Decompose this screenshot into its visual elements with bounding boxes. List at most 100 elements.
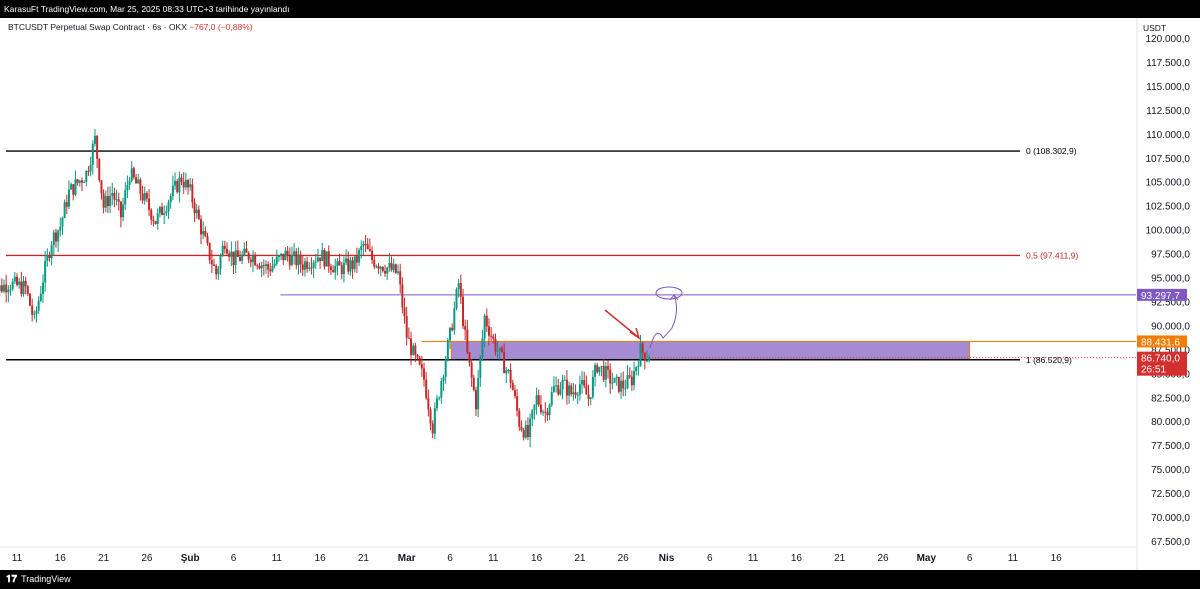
x-tick-label: 6 bbox=[231, 553, 237, 564]
candle-body bbox=[208, 243, 211, 261]
candle-body bbox=[89, 164, 92, 172]
candle-body bbox=[334, 266, 337, 273]
candle-body bbox=[290, 254, 293, 266]
x-tick-label: Nis bbox=[659, 553, 675, 564]
candle-body bbox=[24, 280, 27, 287]
candle-body bbox=[11, 281, 14, 290]
candle-body bbox=[466, 329, 469, 353]
candle-body bbox=[275, 256, 278, 264]
candle-body bbox=[492, 336, 495, 339]
resistance-badge-text: 93.297,7 bbox=[1141, 291, 1180, 302]
candle-body bbox=[596, 365, 599, 373]
candle-body bbox=[531, 410, 534, 419]
candle-body bbox=[643, 352, 646, 361]
candle-body bbox=[7, 289, 10, 293]
candle-body bbox=[161, 206, 164, 216]
candle-body bbox=[474, 389, 477, 410]
candle-body bbox=[581, 380, 584, 385]
x-tick-label: 21 bbox=[98, 553, 110, 564]
candle-body bbox=[477, 377, 480, 410]
candle-body bbox=[135, 177, 138, 184]
candle-body bbox=[589, 397, 592, 399]
candle-body bbox=[388, 263, 391, 268]
candle-body bbox=[9, 289, 12, 291]
candle-body bbox=[524, 425, 527, 438]
candle-body bbox=[355, 256, 358, 263]
candle-body bbox=[544, 411, 547, 413]
candle-body bbox=[119, 201, 122, 218]
candle-body bbox=[526, 425, 529, 438]
candle-body bbox=[336, 261, 339, 267]
candle-body bbox=[247, 252, 250, 260]
candle-body bbox=[303, 261, 306, 270]
x-tick-label: 11 bbox=[1008, 553, 1019, 564]
y-tick-label: 110.000,0 bbox=[1146, 130, 1190, 141]
candle-body bbox=[570, 385, 573, 395]
candle-body bbox=[598, 366, 601, 373]
candle-body bbox=[496, 350, 499, 352]
candle-body bbox=[217, 268, 220, 275]
y-tick-label: 87.500,0 bbox=[1151, 345, 1190, 356]
candle-body bbox=[171, 185, 174, 197]
y-tick-label: 102.500,0 bbox=[1146, 202, 1191, 213]
candle-body bbox=[366, 244, 369, 249]
candle-body bbox=[249, 259, 252, 263]
candle-body bbox=[109, 195, 112, 207]
candle-body bbox=[200, 219, 203, 235]
candle-body bbox=[241, 254, 244, 261]
candle-body bbox=[401, 284, 404, 308]
candle-body bbox=[46, 255, 49, 261]
candle-body bbox=[449, 327, 451, 341]
candle-body bbox=[76, 179, 79, 183]
candle-body bbox=[145, 193, 148, 199]
candle-body bbox=[28, 293, 31, 306]
y-tick-label: 107.500,0 bbox=[1146, 154, 1191, 165]
candle-body bbox=[158, 206, 161, 214]
candle-body bbox=[628, 375, 631, 377]
y-tick-label: 97.500,0 bbox=[1151, 250, 1190, 261]
candle-body bbox=[238, 256, 241, 261]
x-tick-label: 21 bbox=[834, 553, 846, 564]
candle-body bbox=[228, 253, 231, 257]
candle-body bbox=[16, 276, 18, 285]
candle-body bbox=[273, 263, 276, 267]
candle-body bbox=[104, 196, 107, 208]
candle-body bbox=[221, 245, 224, 256]
candle-body bbox=[557, 385, 560, 395]
candle-body bbox=[206, 236, 209, 244]
candle-body bbox=[362, 243, 365, 247]
annotation-circle bbox=[655, 286, 683, 300]
candle-body bbox=[306, 261, 309, 269]
candle-body bbox=[505, 370, 508, 374]
x-tick-label: May bbox=[917, 553, 937, 564]
candle-body bbox=[394, 264, 397, 273]
candle-body bbox=[561, 379, 564, 390]
candle-body bbox=[163, 213, 166, 216]
y-tick-label: 80.000,0 bbox=[1151, 417, 1190, 428]
countdown-text: 26:51 bbox=[1141, 365, 1166, 376]
candle-body bbox=[13, 276, 16, 282]
x-tick-label: 11 bbox=[12, 553, 23, 564]
price-chart[interactable]: 120.000,0 117.500,0 115.000,0 112.500,0 110.… bbox=[0, 18, 1200, 570]
brand-name: TradingView bbox=[21, 574, 71, 585]
candle-body bbox=[353, 256, 356, 270]
candle-body bbox=[529, 418, 532, 438]
resistance-badge bbox=[1137, 288, 1187, 301]
candle-body bbox=[347, 258, 350, 272]
annotation-scribble bbox=[649, 294, 679, 349]
candle-body bbox=[316, 257, 319, 262]
candle-body bbox=[639, 343, 642, 366]
candle-body bbox=[3, 284, 6, 292]
candle-body bbox=[167, 202, 170, 212]
candle-body bbox=[184, 180, 187, 188]
candle-body bbox=[31, 305, 34, 315]
candle-body bbox=[308, 267, 311, 269]
candle-body bbox=[516, 396, 519, 411]
candle-body bbox=[245, 248, 248, 253]
candle-body bbox=[117, 199, 120, 202]
candle-body bbox=[431, 423, 434, 434]
y-tick-label: 72.500,0 bbox=[1151, 489, 1190, 500]
candle-body bbox=[80, 180, 83, 183]
candle-body bbox=[520, 426, 523, 431]
symbol-text: BTCUSDT Perpetual Swap Contract · 6s · O… bbox=[8, 22, 187, 32]
